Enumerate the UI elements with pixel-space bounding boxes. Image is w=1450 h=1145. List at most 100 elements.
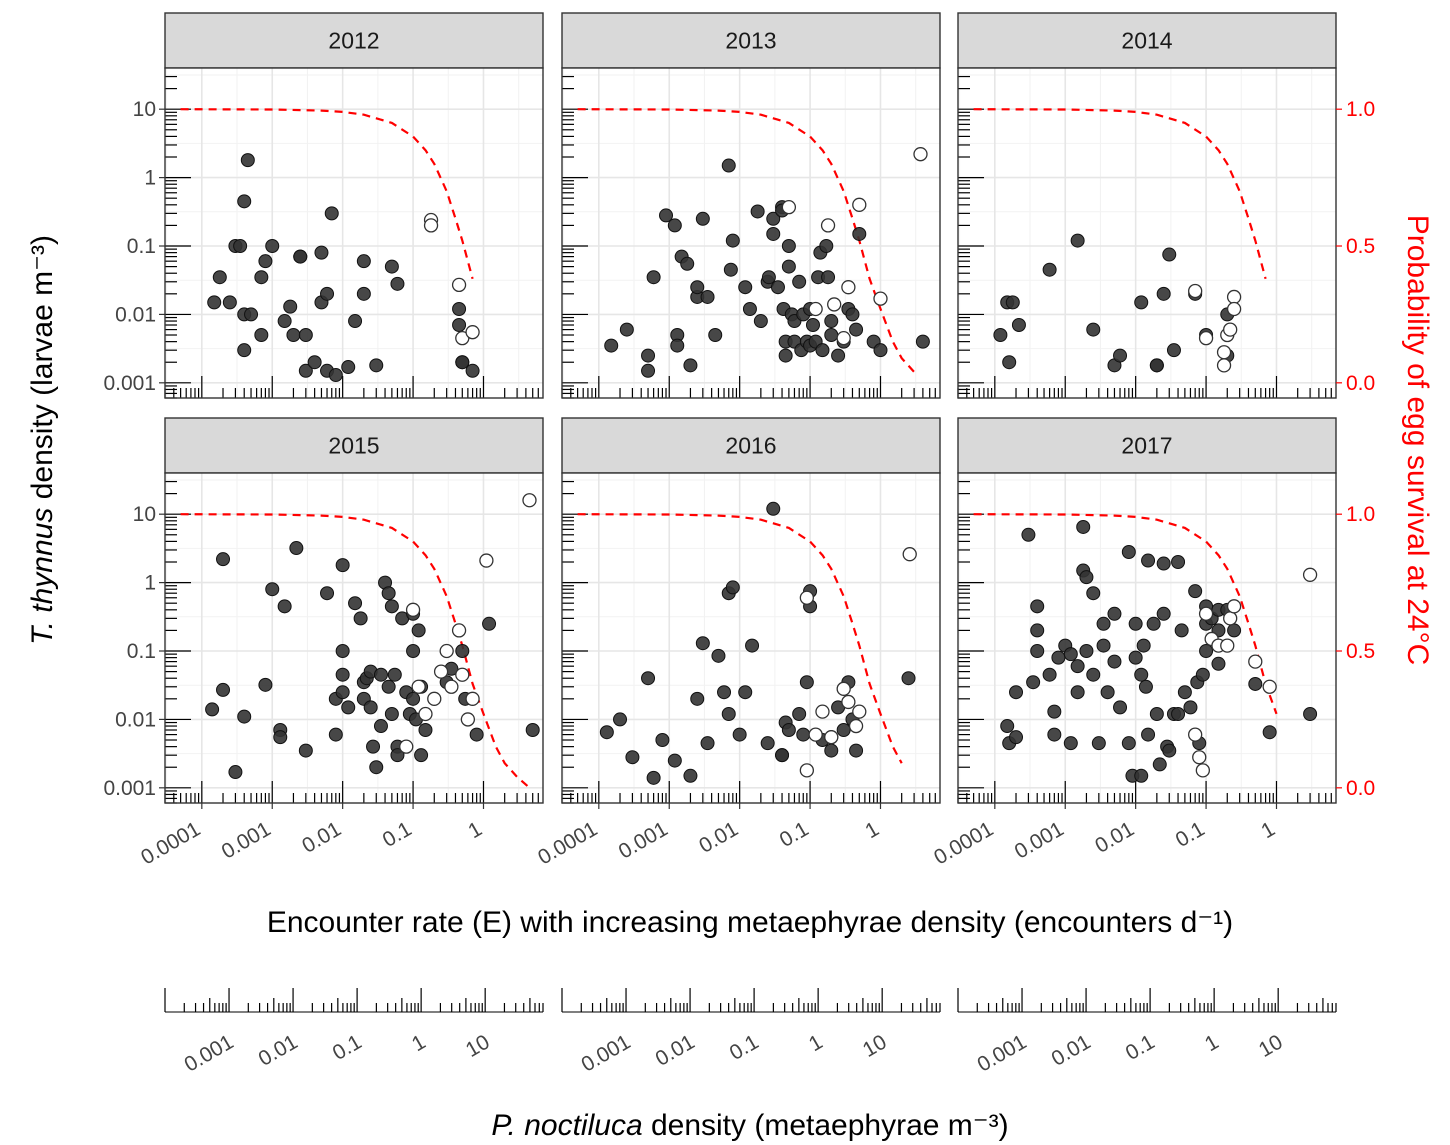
data-point-open [423,218,439,233]
data-point [1026,675,1041,690]
secondary-axis-1: 0.001 0.01 0.1 1 10 [164,988,544,1077]
data-point [455,644,470,659]
x-tick-label: 0.0001 [534,817,601,869]
data-point [1121,545,1136,560]
panel-background [165,68,543,398]
x-tick-label: 0.0001 [137,817,204,869]
data-point [1011,318,1026,333]
y-axis-title-rest: density (larvae m⁻³) [26,235,59,508]
survival-curve [577,513,903,764]
data-point [1128,650,1143,665]
data-point [1141,727,1156,742]
data-point [373,719,388,734]
data-point [723,262,738,277]
data-point [750,204,765,219]
data-point [1188,584,1203,599]
y-tick-label: 0.01 [115,303,156,326]
data-point [619,322,634,337]
secondary-tick-label: 0.001 [181,1030,238,1076]
data-point [680,256,695,271]
data-point [335,667,350,682]
data-point [849,743,864,758]
panel-background [958,68,1336,398]
x-tick-label: 0.1 [1172,817,1209,852]
data-point [324,206,339,221]
data-point [1128,616,1143,631]
data-point [237,709,252,724]
data-point [690,280,705,295]
y-tick-label: 10 [133,98,156,121]
data-point [298,328,313,343]
data-point [1009,730,1024,745]
data-point [725,580,740,595]
data-point-open [852,197,867,212]
data-point [641,671,656,686]
data-point [298,743,313,758]
data-point [821,270,836,285]
x-tick-label: 0.001 [1011,817,1068,863]
data-point [289,541,304,556]
data-point-open [465,691,480,706]
data-point [1134,667,1149,682]
data-point-open [836,681,851,696]
data-point [670,338,685,353]
data-point [683,358,698,373]
data-point [348,596,363,611]
data-point [390,748,405,763]
data-point-open [405,602,421,617]
data-point [1096,638,1111,653]
data-point-open [451,277,467,293]
data-point [766,226,781,241]
data-point [721,706,736,721]
data-point [824,314,839,329]
data-point-open [1223,611,1238,626]
right-y-tick-label: 0.0 [1346,777,1375,800]
facet-strip [164,12,544,69]
data-point [766,501,781,516]
data-point [683,768,698,783]
data-point [824,328,839,343]
data-point-open [913,147,928,162]
data-point-open [427,691,442,706]
data-point [711,648,726,663]
x-tick-label: 0.01 [695,817,742,857]
data-point [1174,623,1189,638]
facet-strip-label: 2017 [1121,433,1172,459]
data-point [799,675,814,690]
data-point-open [1192,750,1207,765]
data-point-open [1223,322,1238,337]
data-point [1030,623,1045,638]
x-tick-label: 0.1 [379,817,416,852]
secondary-x-axis-layer: 0.001 0.01 0.1 1 10 0.001 0.01 0.1 1 10 0.001 0.01 0… [164,988,1337,1077]
y-tick-label: 0.001 [103,777,156,800]
data-point [849,322,864,337]
data-point [237,194,252,209]
right-y-tick-label: 1.0 [1346,503,1375,526]
data-point [1030,644,1045,659]
panel-border [164,67,544,399]
survival-curve [973,513,1278,715]
data-point [792,274,807,289]
data-point [1047,704,1062,719]
panel-2015: 2015 0.001 0.01 0.1 1 10 0.0001 0.001 0.01 0.1 1 [103,417,544,869]
data-point [1086,667,1101,682]
data-point [293,249,308,264]
data-point [222,295,237,310]
data-point [646,270,661,285]
y-tick-label: 0.1 [127,235,156,258]
data-point [805,318,820,333]
data-point [384,259,399,274]
data-point-open [820,218,836,233]
data-point [341,360,356,375]
data-point [766,211,781,226]
data-point [655,733,670,748]
y-tick-label: 1 [144,167,156,190]
secondary-tick-label: 10 [1255,1030,1287,1062]
facet-strip [957,417,1337,474]
data-point [328,368,343,383]
data-point [1047,727,1062,742]
data-point-open [439,643,454,659]
data-point [1021,527,1036,542]
